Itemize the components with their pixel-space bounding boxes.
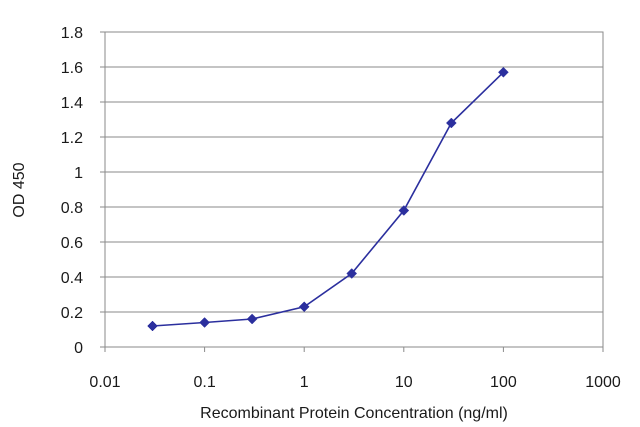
- data-point: [298, 301, 310, 313]
- x-axis-title: Recombinant Protein Concentration (ng/ml…: [200, 405, 508, 422]
- x-tick-label: 0.1: [193, 374, 215, 391]
- series-line: [152, 71, 504, 327]
- x-tick-label: 100: [490, 374, 517, 391]
- x-tick-label: 0.01: [89, 374, 120, 391]
- grid-lines: [105, 66, 603, 313]
- series-group: [147, 66, 509, 332]
- y-tick-label: 0.8: [61, 200, 83, 217]
- data-point: [147, 320, 158, 332]
- y-tick-label: 1.2: [61, 130, 83, 147]
- y-tick-labels: 0 0.2 0.4 0.6 0.8 1 1.2 1.4 1.6 1.8: [61, 25, 83, 357]
- data-point: [498, 66, 509, 78]
- x-tick-label: 1000: [585, 374, 621, 391]
- data-point: [346, 268, 358, 279]
- x-tick-label: 1: [300, 374, 309, 391]
- x-tick-label: 10: [395, 374, 413, 391]
- x-tick-labels: 0.01 0.1 1 10 100 1000: [89, 374, 620, 391]
- plot-area: [104, 31, 604, 348]
- y-tick-label: 1.8: [61, 25, 83, 42]
- data-point: [199, 317, 210, 328]
- y-tick-label: 0.6: [61, 235, 83, 252]
- data-point: [246, 313, 258, 325]
- data-point: [398, 205, 410, 216]
- axis-ticks: [100, 31, 604, 352]
- y-tick-label: 1.6: [61, 60, 83, 77]
- y-axis-title: OD 450: [11, 162, 28, 217]
- y-tick-label: 0.2: [61, 305, 83, 322]
- y-tick-label: 1: [74, 165, 83, 182]
- data-point: [445, 117, 457, 129]
- y-tick-label: 1.4: [61, 95, 83, 112]
- y-tick-label: 0: [74, 340, 83, 357]
- y-tick-label: 0.4: [61, 270, 83, 287]
